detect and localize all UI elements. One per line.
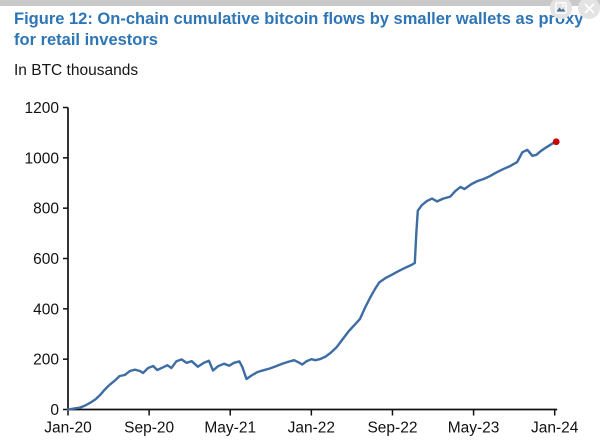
top-strip: [0, 0, 600, 6]
y-tick-label: 600: [33, 251, 59, 268]
x-tick-label: Jan-24: [531, 420, 579, 437]
close-icon: [584, 3, 595, 14]
image-export-button[interactable]: [550, 0, 572, 19]
y-tick-label: 1200: [25, 100, 60, 117]
figure-title: Figure 12: On-chain cumulative bitcoin f…: [14, 10, 584, 50]
y-tick-label: 1000: [25, 150, 60, 167]
close-button[interactable]: [578, 0, 600, 19]
y-tick-label: 400: [33, 301, 59, 318]
y-tick-label: 800: [33, 201, 59, 218]
x-tick-label: Sep-22: [367, 420, 417, 437]
y-tick-label: 0: [50, 402, 59, 419]
x-tick-label: Jan-20: [44, 420, 92, 437]
image-export-icon: [555, 2, 567, 14]
x-tick-label: May-21: [204, 420, 256, 437]
x-tick-label: Sep-20: [124, 420, 174, 437]
data-line: [66, 140, 556, 411]
x-tick-label: Jan-22: [288, 420, 335, 437]
y-tick-label: 200: [33, 352, 59, 369]
figure-subtitle: In BTC thousands: [14, 62, 139, 79]
x-tick-label: May-23: [448, 420, 500, 437]
endpoint-marker: [552, 138, 560, 146]
